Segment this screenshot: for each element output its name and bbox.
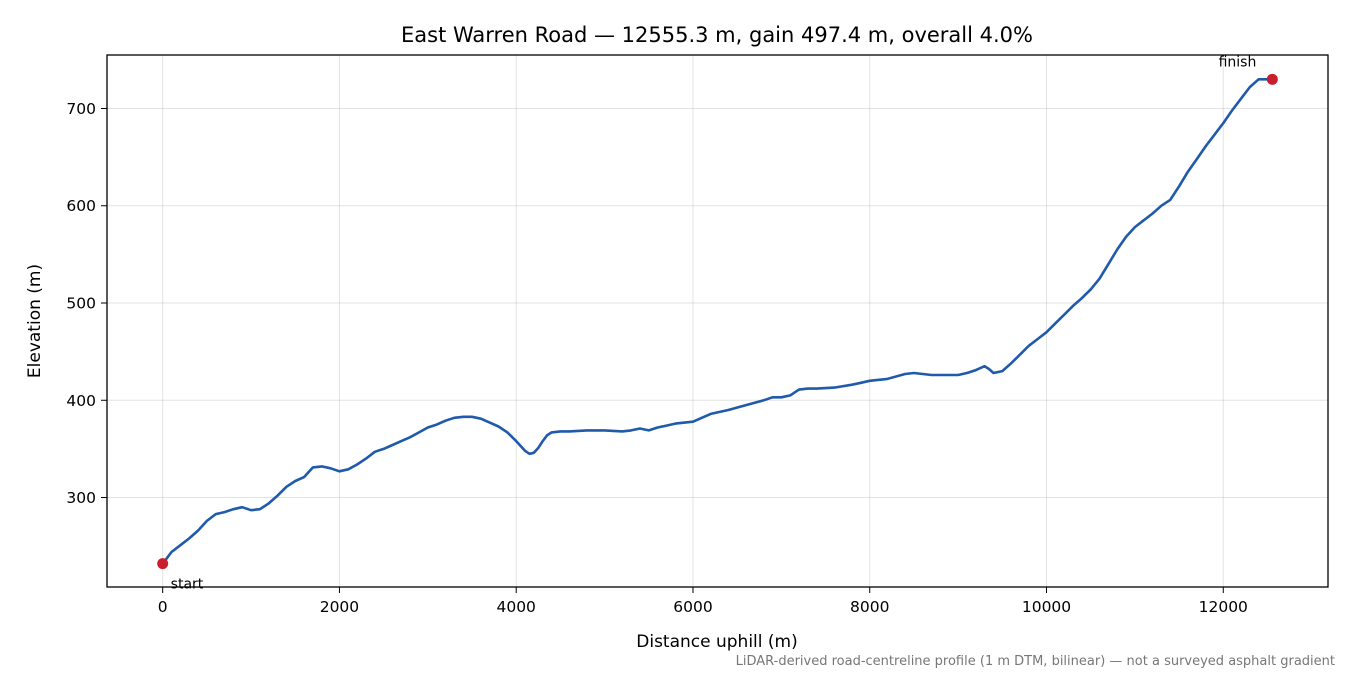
chart-footnote: LiDAR-derived road-centreline profile (1… — [736, 654, 1335, 669]
x-tick-label: 8000 — [850, 598, 889, 616]
x-tick-label: 10000 — [1022, 598, 1071, 616]
chart-title: East Warren Road — 12555.3 m, gain 497.4… — [401, 23, 1033, 47]
y-tick-label: 400 — [66, 392, 96, 410]
finish-annotation: finish — [1219, 54, 1257, 70]
start-marker — [157, 558, 169, 570]
grid-layer — [107, 55, 1328, 587]
y-axis-label: Elevation (m) — [25, 264, 45, 378]
x-tick-label: 6000 — [673, 598, 712, 616]
plot-frame — [106, 54, 1329, 588]
x-tick-label: 12000 — [1199, 598, 1248, 616]
y-tick-label: 300 — [66, 489, 96, 507]
marker-layer: start finish — [157, 54, 1278, 593]
x-axis-label: Distance uphill (m) — [636, 632, 797, 652]
y-tick-label: 700 — [66, 100, 96, 118]
finish-marker — [1266, 73, 1278, 85]
tick-layer: 0 2000 4000 6000 8000 10000 12000 300 400 500 600 7… — [66, 100, 1248, 616]
start-annotation: start — [171, 577, 204, 593]
elevation-line — [161, 78, 1274, 565]
y-tick-label: 600 — [66, 197, 96, 215]
x-tick-label: 4000 — [496, 598, 535, 616]
x-tick-label: 2000 — [320, 598, 359, 616]
y-tick-label: 500 — [66, 295, 96, 313]
x-tick-label: 0 — [158, 598, 168, 616]
